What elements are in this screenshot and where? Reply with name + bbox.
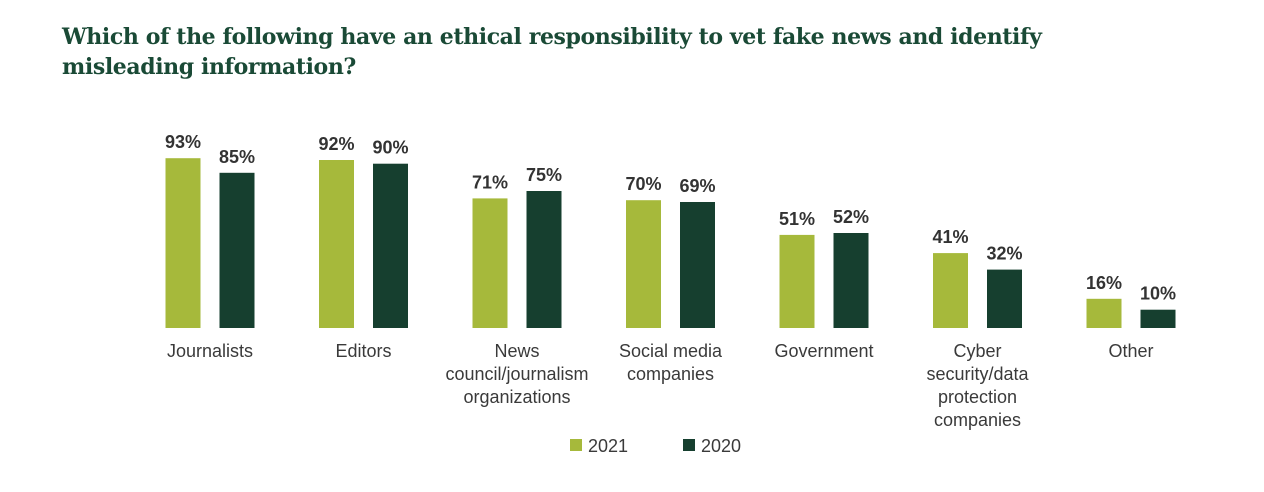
value-label-2020-3: 69% [679,176,715,196]
bar-2020-3 [680,202,715,328]
category-label-5: Cyber security/data protection companies [926,341,1029,430]
value-label-2021-5: 41% [932,227,968,247]
value-label-2020-2: 75% [526,165,562,185]
bar-2021-3 [626,200,661,328]
value-label-2021-6: 16% [1086,273,1122,293]
bar-2020-1 [373,163,408,328]
value-label-2021-3: 70% [625,174,661,194]
value-label-2020-1: 90% [372,138,408,158]
value-label-2020-6: 10% [1140,284,1176,304]
legend-label-2020: 2020 [701,436,741,456]
category-label-1: Editors [335,341,391,361]
category-label-2: News council/journalism organizations [445,341,588,407]
legend: 2021 2020 [570,436,741,456]
bar-2021-4 [779,234,815,328]
value-label-2020-0: 85% [219,147,255,167]
legend-label-2021: 2021 [588,436,628,456]
category-label-6: Other [1108,341,1153,361]
bar-2021-6 [1086,298,1122,328]
bar-2020-4 [833,233,869,328]
value-label-2021-0: 93% [165,132,201,152]
bar-2021-2 [472,198,508,328]
bar-2021-0 [165,158,201,328]
bar-2020-0 [219,172,255,328]
value-label-2021-1: 92% [318,134,354,154]
chart-title: Which of the following have an ethical r… [62,24,1042,80]
value-labels-layer: 93% 85% 92% 90% 71% 75% 70% 69% 51% 52% 41% 32% 16% 1… [165,132,1176,304]
legend-swatch-2021 [570,439,582,451]
value-label-2021-2: 71% [472,172,508,192]
bars-layer [165,158,1176,328]
category-labels-layer: Journalists Editors News council/journalism… [167,341,1154,430]
value-label-2020-5: 32% [986,244,1022,264]
category-label-3: Social media companies [619,341,723,384]
bar-2020-6 [1140,309,1176,328]
legend-swatch-2020 [683,439,695,451]
bar-2020-2 [526,191,562,328]
category-label-4: Government [774,341,873,361]
value-label-2020-4: 52% [833,207,869,227]
bar-2021-1 [319,160,354,328]
value-label-2021-4: 51% [779,209,815,229]
bar-2020-5 [987,269,1022,328]
bar-2021-5 [933,253,968,328]
category-label-0: Journalists [167,341,253,361]
